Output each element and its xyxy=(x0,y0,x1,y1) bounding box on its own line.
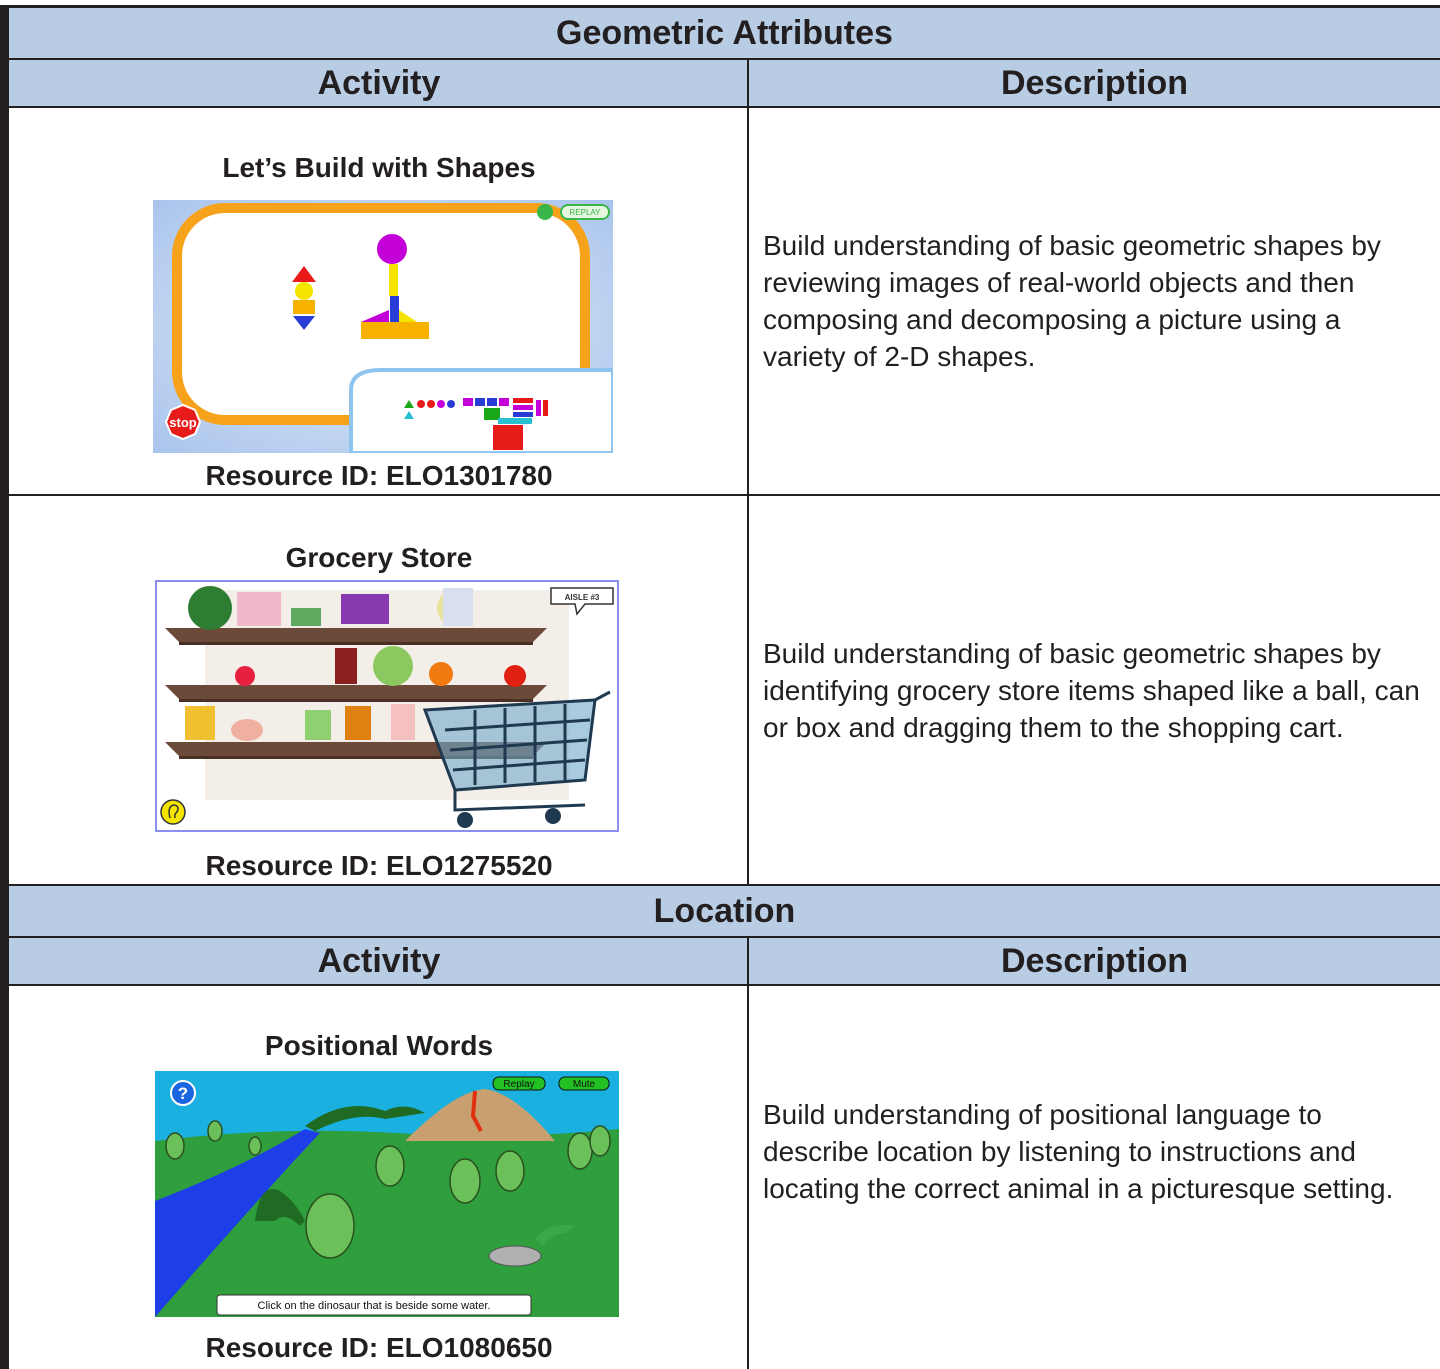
section-title: Location xyxy=(9,886,1440,938)
column-header: Description xyxy=(749,60,1440,108)
column-header: Description xyxy=(749,938,1440,986)
top-margin xyxy=(0,0,1440,7)
activity-title: Let’s Build with Shapes xyxy=(222,152,536,183)
screenshot: stop REPLAY xyxy=(153,200,613,453)
section-title: Geometric Attributes xyxy=(9,8,1440,60)
description: Build understanding of basic geometric s… xyxy=(749,108,1440,496)
replay-button: Replay xyxy=(503,1079,534,1090)
activity-cell: Positional Words ? Replay Mute Click on … xyxy=(9,986,749,1369)
column-header: Activity xyxy=(9,938,749,986)
help-button: ? xyxy=(178,1084,188,1103)
screenshot: AISLE #3 xyxy=(155,580,619,832)
resource-id: Resource ID: ELO1275520 xyxy=(205,850,553,881)
activity-cell: Grocery Store AISLE #3 Resource ID: ELO1… xyxy=(9,496,749,886)
mute-button: Mute xyxy=(573,1079,596,1090)
activity-title: Positional Words xyxy=(264,1030,494,1061)
description: Build understanding of basic geometric s… xyxy=(749,496,1440,886)
activity-cell: Let’s Build with Shapes stop REPLAY Reso… xyxy=(9,108,749,496)
resource-id: Resource ID: ELO1301780 xyxy=(205,460,553,491)
aisle-sign: AISLE #3 xyxy=(565,593,600,602)
left-border xyxy=(0,5,9,1369)
screenshot: ? Replay Mute Click on the dinosaur that… xyxy=(155,1071,619,1317)
column-divider xyxy=(747,60,749,886)
description: Build understanding of positional langua… xyxy=(763,1098,1394,1204)
stop-button: stop xyxy=(169,415,197,430)
top-border xyxy=(0,5,1440,8)
activity-title: Grocery Store xyxy=(285,542,473,573)
column-header: Activity xyxy=(9,60,749,108)
column-divider xyxy=(747,938,749,1369)
caption: Click on the dinosaur that is beside som… xyxy=(258,1300,491,1312)
resource-id: Resource ID: ELO1080650 xyxy=(205,1332,553,1363)
replay-button: REPLAY xyxy=(570,208,602,217)
